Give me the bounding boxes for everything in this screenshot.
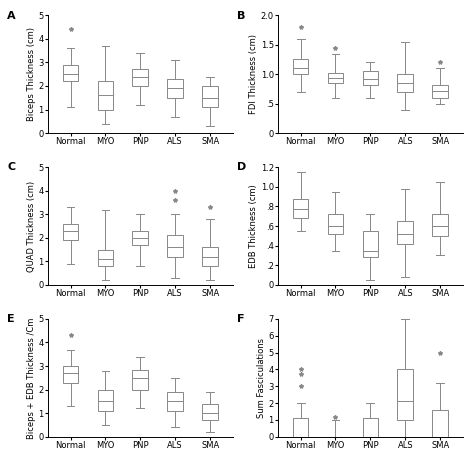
PathPatch shape: [167, 392, 183, 411]
Y-axis label: EDB Thickness (cm): EDB Thickness (cm): [249, 184, 258, 268]
PathPatch shape: [133, 230, 148, 245]
PathPatch shape: [98, 81, 113, 110]
Text: C: C: [7, 162, 15, 172]
Text: B: B: [237, 11, 246, 21]
PathPatch shape: [293, 418, 309, 437]
PathPatch shape: [293, 59, 309, 74]
PathPatch shape: [167, 236, 183, 257]
PathPatch shape: [98, 249, 113, 266]
PathPatch shape: [363, 71, 378, 85]
Text: D: D: [237, 162, 246, 172]
PathPatch shape: [293, 199, 309, 218]
PathPatch shape: [363, 231, 378, 257]
PathPatch shape: [202, 86, 218, 107]
PathPatch shape: [432, 85, 448, 98]
PathPatch shape: [133, 70, 148, 86]
PathPatch shape: [363, 418, 378, 437]
PathPatch shape: [328, 214, 343, 234]
Text: E: E: [7, 314, 15, 324]
PathPatch shape: [397, 74, 413, 92]
Y-axis label: FDI Thickness (cm): FDI Thickness (cm): [249, 34, 258, 114]
PathPatch shape: [98, 390, 113, 411]
PathPatch shape: [397, 221, 413, 244]
PathPatch shape: [432, 214, 448, 236]
PathPatch shape: [432, 410, 448, 437]
Y-axis label: Biceps + EDB Thickness /Cm: Biceps + EDB Thickness /Cm: [27, 317, 36, 438]
PathPatch shape: [63, 224, 78, 240]
Text: F: F: [237, 314, 245, 324]
PathPatch shape: [397, 369, 413, 420]
PathPatch shape: [202, 404, 218, 420]
PathPatch shape: [328, 73, 343, 83]
Y-axis label: Sum Fasciculations: Sum Fasciculations: [256, 338, 265, 418]
PathPatch shape: [202, 247, 218, 266]
PathPatch shape: [63, 366, 78, 383]
PathPatch shape: [167, 79, 183, 98]
PathPatch shape: [63, 65, 78, 81]
PathPatch shape: [133, 370, 148, 390]
Text: A: A: [7, 11, 16, 21]
Y-axis label: Biceps Thickness (cm): Biceps Thickness (cm): [27, 27, 36, 121]
Y-axis label: QUAD Thickness (cm): QUAD Thickness (cm): [27, 180, 36, 272]
